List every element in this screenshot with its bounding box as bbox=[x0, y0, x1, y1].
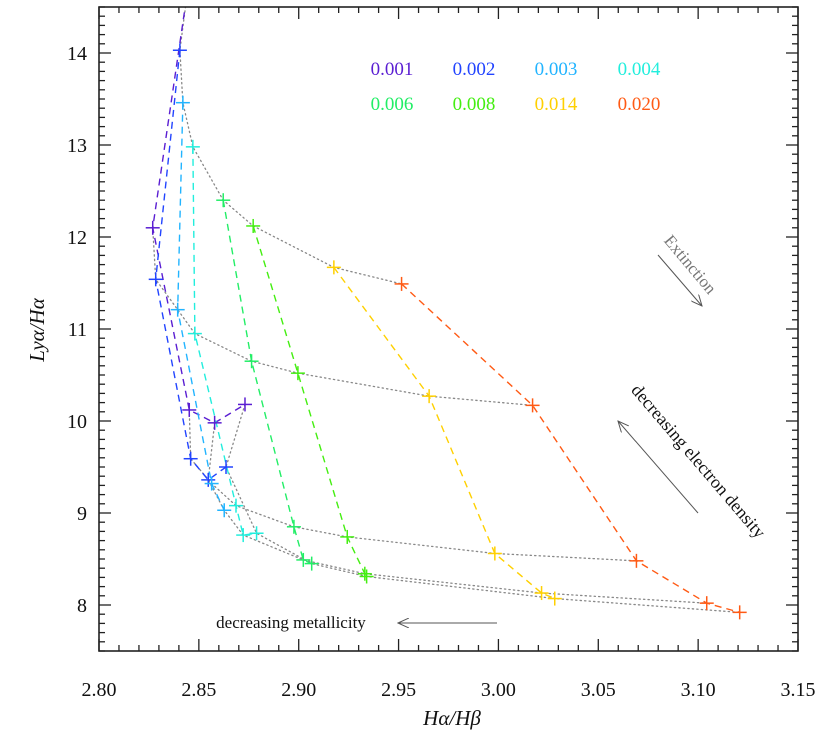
plus-marker bbox=[172, 43, 187, 58]
legend-entry: 0.004 bbox=[618, 59, 661, 80]
plus-marker bbox=[629, 553, 644, 568]
plus-marker bbox=[340, 529, 355, 544]
y-tick-label: 8 bbox=[77, 595, 87, 617]
plus-marker bbox=[216, 193, 231, 208]
plus-marker bbox=[244, 354, 259, 369]
plus-marker bbox=[525, 398, 540, 413]
plus-marker bbox=[170, 302, 185, 317]
x-tick-label: 2.90 bbox=[281, 679, 316, 701]
y-tick-label: 9 bbox=[77, 503, 87, 525]
density-links bbox=[152, 7, 741, 614]
legend-entry: 0.003 bbox=[535, 59, 578, 80]
plus-marker bbox=[217, 503, 232, 518]
y-tick-label: 10 bbox=[67, 411, 87, 433]
data-markers bbox=[145, 43, 747, 620]
metallicity-series-lines bbox=[152, 7, 740, 614]
plus-marker bbox=[357, 566, 372, 581]
plus-marker bbox=[145, 220, 160, 235]
plus-marker bbox=[187, 326, 202, 341]
x-tick-label: 2.80 bbox=[82, 679, 117, 701]
density-arrow bbox=[618, 421, 699, 514]
x-tick-label: 2.95 bbox=[381, 679, 416, 701]
plus-marker bbox=[204, 476, 219, 491]
plus-marker bbox=[249, 526, 264, 541]
plus-marker bbox=[286, 519, 301, 534]
series-line-0.003 bbox=[176, 102, 225, 511]
plus-marker bbox=[236, 528, 251, 543]
plus-marker bbox=[487, 546, 502, 561]
y-axis-label: Lyα/Hα bbox=[25, 297, 49, 362]
plus-marker bbox=[185, 139, 200, 154]
plus-marker bbox=[246, 218, 261, 233]
metallicity-label: decreasing metallicity bbox=[216, 613, 366, 632]
x-tick-label: 3.10 bbox=[681, 679, 716, 701]
legend-entry: 0.002 bbox=[453, 59, 496, 80]
density-link-line bbox=[188, 409, 638, 562]
legend: 0.001 0.002 0.003 0.004 0.006 0.008 0.014 0.020 bbox=[371, 59, 661, 115]
plus-marker bbox=[699, 596, 714, 611]
legend-entry: 0.008 bbox=[453, 94, 496, 115]
plot-frame bbox=[98, 6, 799, 652]
x-tick-label: 3.05 bbox=[581, 679, 616, 701]
plus-marker bbox=[732, 605, 747, 620]
legend-entry: 0.014 bbox=[535, 94, 578, 115]
plus-marker bbox=[296, 552, 311, 567]
plus-marker bbox=[326, 260, 341, 275]
plus-marker bbox=[182, 402, 197, 417]
series-line-0.014 bbox=[333, 266, 556, 600]
series-line-0.006 bbox=[222, 200, 312, 565]
y-tick-labels: 8 9 10 11 12 13 14 bbox=[67, 43, 87, 617]
series-line-0.002 bbox=[155, 50, 227, 481]
density-link-line bbox=[207, 422, 708, 604]
plus-marker bbox=[175, 95, 190, 110]
density-link-line bbox=[179, 7, 403, 285]
extinction-label: Extinction bbox=[660, 231, 720, 298]
plus-marker bbox=[229, 498, 244, 513]
density-link-line bbox=[225, 403, 741, 614]
y-tick-label: 11 bbox=[68, 319, 87, 341]
legend-entry: 0.006 bbox=[371, 94, 414, 115]
axis-ticks bbox=[98, 6, 799, 652]
x-axis-label: Hα/Hβ bbox=[422, 706, 481, 730]
plus-marker bbox=[148, 272, 163, 287]
x-tick-labels: 2.80 2.85 2.90 2.95 3.00 3.05 3.10 3.15 bbox=[82, 679, 816, 701]
plus-marker bbox=[183, 451, 198, 466]
density-link-line bbox=[152, 227, 534, 407]
plus-marker bbox=[394, 276, 409, 291]
plus-marker bbox=[219, 460, 234, 474]
density-label: decreasing electron density bbox=[627, 380, 769, 542]
y-tick-label: 13 bbox=[67, 135, 87, 157]
plus-marker bbox=[201, 472, 216, 487]
series-line-0.001 bbox=[152, 7, 246, 424]
plus-marker bbox=[422, 389, 437, 404]
y-tick-label: 14 bbox=[67, 43, 87, 65]
plus-marker bbox=[290, 366, 305, 381]
x-tick-label: 3.00 bbox=[481, 679, 516, 701]
legend-entry: 0.020 bbox=[618, 94, 661, 115]
plus-marker bbox=[207, 415, 222, 430]
plus-marker bbox=[547, 591, 562, 606]
plus-marker bbox=[237, 397, 252, 412]
y-tick-label: 12 bbox=[67, 227, 87, 249]
x-tick-label: 2.85 bbox=[181, 679, 216, 701]
plus-marker bbox=[534, 586, 549, 601]
plus-marker bbox=[304, 556, 319, 571]
series-line-0.008 bbox=[252, 225, 368, 577]
legend-entry: 0.001 bbox=[371, 59, 414, 80]
extinction-arrow bbox=[657, 254, 702, 306]
x-tick-label: 3.15 bbox=[781, 679, 816, 701]
plus-marker bbox=[359, 569, 374, 584]
